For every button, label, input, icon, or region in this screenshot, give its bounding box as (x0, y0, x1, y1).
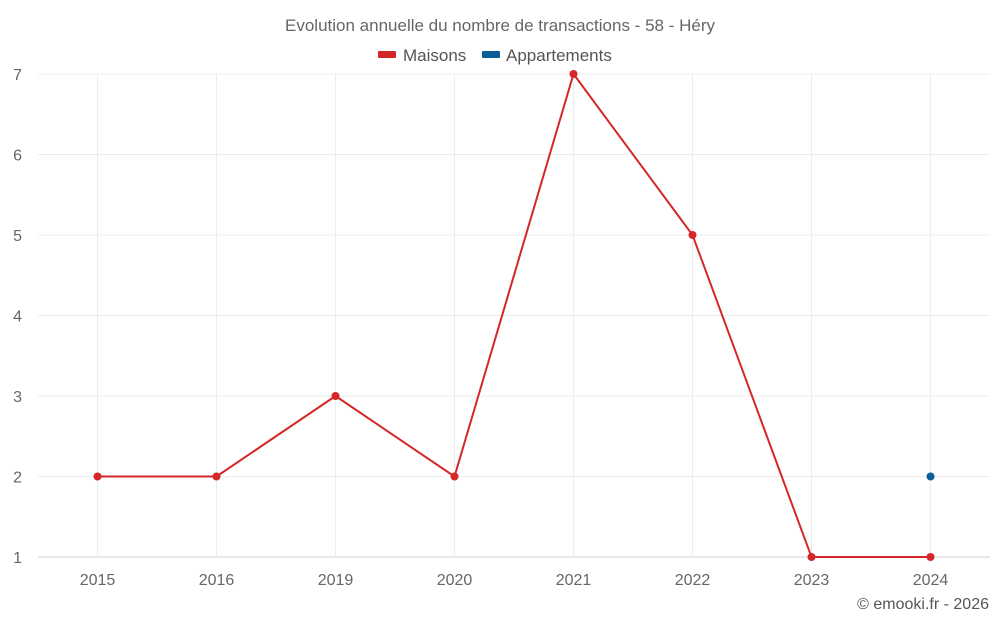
y-tick-label: 5 (13, 228, 22, 245)
y-tick-label: 3 (13, 389, 22, 406)
credit-text: © emooki.fr - 2026 (857, 596, 989, 613)
data-point-appartements (926, 472, 935, 481)
legend-swatch-maisons (378, 51, 396, 58)
y-tick-label: 4 (13, 309, 22, 326)
data-point-maisons (569, 70, 578, 78)
y-tick-label: 1 (13, 550, 22, 567)
y-tick-label: 6 (13, 148, 22, 165)
x-tick-label: 2021 (556, 572, 592, 589)
data-point-maisons (450, 472, 459, 481)
data-point-maisons (688, 231, 697, 239)
x-tick-label: 2022 (675, 572, 711, 589)
chart-title: Evolution annuelle du nombre de transact… (285, 16, 715, 35)
y-tick-label: 2 (13, 470, 22, 487)
series-line-maisons (97, 73, 931, 558)
legend-label-maisons: Maisons (403, 46, 466, 65)
x-tick-label: 2020 (437, 572, 473, 589)
x-tick-label: 2024 (913, 572, 949, 589)
data-point-maisons (212, 472, 221, 481)
x-tick-label: 2015 (80, 572, 116, 589)
legend: Maisons Appartements (378, 46, 612, 65)
x-axis: 2015 2016 2019 2020 2021 2022 2023 2024 (80, 572, 949, 589)
gridlines (38, 73, 990, 558)
y-tick-label: 7 (13, 67, 22, 84)
data-point-maisons (807, 553, 816, 561)
x-tick-label: 2019 (318, 572, 354, 589)
legend-label-appartements: Appartements (506, 46, 612, 65)
x-tick-label: 2016 (199, 572, 235, 589)
series-layer (93, 70, 935, 561)
data-point-maisons (331, 392, 340, 400)
x-tick-label: 2023 (794, 572, 830, 589)
y-axis: 1 2 3 4 5 6 7 (13, 67, 22, 567)
legend-swatch-appartements (482, 51, 500, 58)
data-point-maisons (926, 553, 935, 561)
data-point-maisons (93, 472, 102, 481)
